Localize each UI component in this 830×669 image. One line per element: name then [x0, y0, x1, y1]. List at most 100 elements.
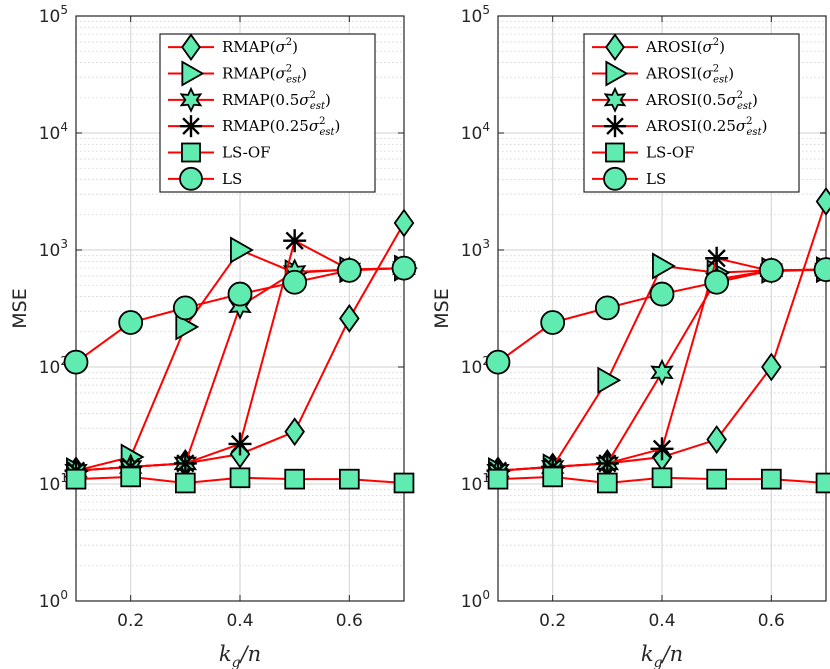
x-tick-label: 0.2	[539, 611, 566, 631]
data-point-circle	[813, 257, 830, 282]
data-point-square	[284, 468, 305, 490]
y-tick-base: 10	[461, 7, 483, 27]
legend-label: LS	[222, 170, 242, 188]
y-tick-label: 100	[39, 588, 68, 612]
y-tick-base: 10	[39, 475, 61, 495]
legend-entry: LS-OF	[592, 142, 695, 163]
data-point-square	[542, 466, 563, 488]
series-group	[485, 187, 830, 494]
data-point-triangle-right	[652, 252, 676, 280]
y-tick-label: 105	[39, 3, 68, 27]
x-axis-label: kg/n	[641, 642, 683, 669]
legend-label-prefix: RMAP(	[222, 38, 275, 56]
y-tick-base: 10	[461, 241, 483, 261]
legend: RMAP(σ2)RMAP(σ2 est)RMAP(0.5σ2 est)RMAP(0.…	[159, 33, 376, 193]
legend-label-prefix: RMAP(	[222, 65, 275, 83]
y-tick-exponent: 4	[60, 120, 68, 134]
legend-label-sigma: σ	[299, 91, 310, 109]
legend-marker-circle	[603, 166, 627, 191]
y-tick-base: 10	[39, 124, 61, 144]
legend-label: AROSI(0.5σ2 est)	[645, 90, 758, 112]
x-label-sub: g	[654, 655, 663, 669]
legend-marker-square	[181, 142, 201, 163]
series-circle	[485, 257, 830, 375]
legend-label-sub: est	[713, 75, 729, 86]
legend-label-sup: 2	[286, 64, 292, 75]
legend-entry: RMAP(0.25σ2 est)	[168, 115, 340, 138]
legend-label-sup: 2	[713, 64, 719, 75]
y-tick-exponent: 4	[482, 120, 490, 134]
legend-label-prefix: LS-OF	[222, 144, 271, 162]
legend-marker-circle	[179, 166, 203, 191]
legend-label-sub: est	[747, 127, 763, 138]
legend-marker-triangle-right	[605, 60, 629, 87]
y-tick-base: 10	[39, 7, 61, 27]
y-tick-base: 10	[461, 475, 483, 495]
legend-label-prefix: AROSI(0.25	[645, 117, 736, 135]
legend-label-suffix: )	[752, 91, 758, 109]
y-tick-base: 10	[39, 592, 61, 612]
legend-marker-hexagram	[179, 86, 203, 113]
legend-label-sigma: σ	[726, 91, 737, 109]
asterisk-stroke	[652, 439, 672, 458]
legend-marker-asterisk	[604, 115, 626, 138]
y-tick-label: 100	[461, 588, 490, 612]
chart-panel-1: 1001011021031041050.20.40.6MSEkg/nRMAP(σ…	[9, 3, 418, 669]
legend-label-sub: est	[286, 75, 302, 86]
legend-entry: RMAP(σ2)	[168, 33, 298, 62]
y-tick-label: 101	[39, 471, 68, 495]
data-point-asterisk	[705, 246, 729, 270]
data-point-circle	[704, 269, 730, 295]
data-point-circle	[540, 310, 566, 335]
asterisk-stroke	[707, 249, 726, 268]
legend-entry: LS	[168, 166, 242, 191]
data-point-circle	[172, 295, 198, 321]
legend-label: AROSI(σ2)	[645, 37, 725, 56]
data-point-asterisk	[283, 229, 307, 253]
y-tick-exponent: 3	[482, 237, 490, 251]
legend-label-suffix: )	[325, 91, 331, 109]
data-point-circle	[391, 255, 417, 281]
y-tick-label: 103	[39, 237, 68, 261]
data-point-circle	[758, 257, 784, 283]
asterisk-stroke	[230, 434, 250, 454]
x-tick-label: 0.4	[648, 611, 675, 631]
legend-entry: AROSI(σ2 est)	[592, 60, 734, 87]
data-point-diamond	[339, 304, 360, 333]
y-tick-base: 10	[461, 592, 483, 612]
y-tick-exponent: 1	[482, 471, 490, 485]
data-point-square	[597, 472, 618, 494]
y-tick-exponent: 0	[482, 588, 490, 602]
data-point-circle	[118, 310, 144, 335]
legend: AROSI(σ2)AROSI(σ2 est)AROSI(0.5σ2 est)AROS…	[583, 33, 800, 193]
legend-label-sigma: σ	[736, 117, 747, 135]
legend-label-sigma: σ	[309, 117, 320, 135]
asterisk-stroke	[176, 454, 195, 473]
legend-label: LS-OF	[646, 144, 695, 162]
legend-label-sup: 2	[737, 90, 743, 101]
legend-label-sub: est	[310, 101, 326, 112]
x-label-tail: /n	[239, 642, 262, 666]
y-tick-label: 105	[461, 3, 490, 27]
data-point-square	[120, 466, 141, 488]
data-point-circle	[63, 349, 89, 375]
legend-entry: AROSI(0.25σ2 est)	[592, 115, 767, 138]
legend-entry: RMAP(σ2 est)	[168, 60, 307, 87]
legend-label: RMAP(σ2 est)	[222, 64, 307, 86]
series-square	[65, 466, 415, 494]
data-point-square	[706, 468, 727, 490]
legend-label-sigma: σ	[275, 38, 286, 56]
y-tick-base: 10	[39, 241, 61, 261]
legend-entry: LS-OF	[168, 142, 271, 163]
data-point-circle	[227, 281, 253, 307]
y-tick-base: 10	[39, 358, 61, 378]
x-tick-label: 0.6	[336, 611, 363, 631]
series-group	[63, 208, 418, 494]
legend-label-prefix: AROSI(	[645, 65, 702, 83]
data-point-circle	[594, 295, 620, 321]
asterisk-stroke	[182, 117, 200, 135]
x-tick-label: 0.6	[758, 611, 785, 631]
data-point-square	[65, 468, 87, 490]
y-axis-label: MSE	[431, 288, 453, 328]
legend-label-suffix: )	[762, 117, 768, 135]
